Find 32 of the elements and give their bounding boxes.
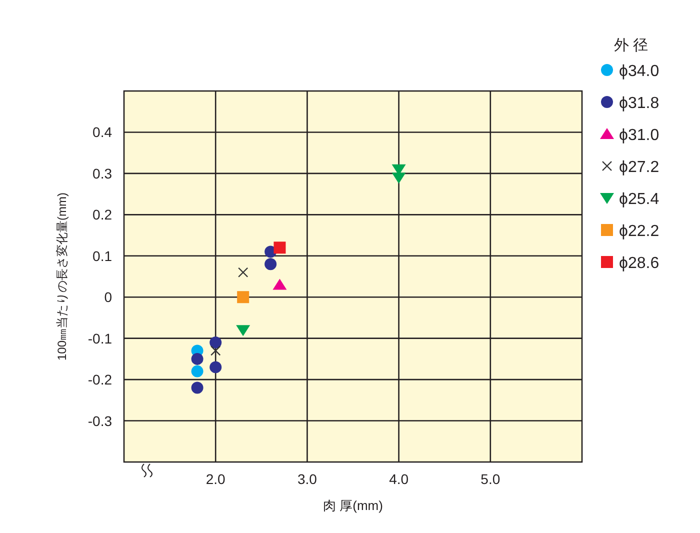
legend-title: 外 径 [614, 37, 648, 54]
y-tick-label: -0.2 [88, 372, 112, 388]
x-tick-label: 2.0 [206, 471, 226, 487]
y-axis-title: 100㎜当たりの長さ変化量(mm) [55, 192, 69, 361]
legend-label: ϕ25.4 [619, 191, 660, 208]
point [191, 382, 204, 394]
legend-label: ϕ31.8 [619, 95, 660, 112]
y-tick-label: 0 [104, 289, 112, 306]
point [191, 365, 204, 378]
y-tick-label: 0.4 [92, 124, 112, 140]
point [191, 352, 204, 365]
x-axis-title: 肉 厚(mm) [323, 498, 383, 513]
x-tick-label: 5.0 [480, 471, 500, 487]
legend-label: ϕ28.6 [619, 255, 660, 272]
legend-label: ϕ34.0 [619, 63, 660, 80]
legend-label: ϕ27.2 [619, 159, 660, 176]
legend-label: ϕ22.2 [619, 223, 660, 240]
point [210, 336, 222, 348]
y-tick-label: 0.3 [92, 165, 112, 182]
point [264, 258, 277, 270]
y-tick-label: 0.2 [92, 206, 112, 223]
point [392, 172, 406, 184]
x-tick-label: 3.0 [297, 471, 318, 487]
point [210, 361, 222, 374]
y-tick-label: -0.3 [88, 412, 112, 429]
point [210, 346, 221, 356]
y-tick-label: 0.1 [92, 248, 112, 264]
x-tick-label: 4.0 [389, 471, 409, 487]
y-tick-label: -0.1 [88, 330, 112, 346]
point [236, 325, 250, 336]
point [238, 267, 248, 278]
legend-label: ϕ31.0 [619, 127, 660, 144]
